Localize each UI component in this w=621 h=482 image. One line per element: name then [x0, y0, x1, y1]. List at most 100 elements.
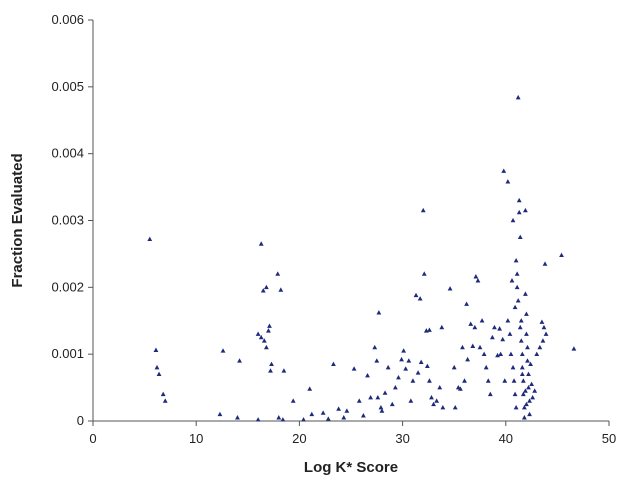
data-point — [505, 179, 511, 184]
data-point — [523, 388, 528, 393]
data-point — [385, 364, 391, 370]
x-tick-label: 50 — [602, 431, 616, 446]
data-point — [389, 401, 395, 407]
y-tick-label: 0 — [77, 413, 84, 428]
data-point — [515, 94, 521, 100]
data-point — [263, 284, 269, 290]
data-point — [275, 271, 281, 276]
data-point — [516, 209, 522, 215]
data-point — [429, 395, 434, 400]
data-point — [543, 331, 549, 336]
data-point — [263, 344, 269, 350]
data-point — [413, 292, 419, 298]
data-point — [382, 390, 388, 395]
data-points — [147, 94, 577, 422]
data-point — [508, 351, 514, 356]
data-point — [379, 408, 385, 413]
data-point — [408, 398, 414, 403]
data-point — [475, 278, 481, 283]
data-point — [487, 391, 493, 397]
data-point — [498, 351, 504, 356]
data-point — [147, 236, 153, 242]
data-point — [501, 168, 507, 173]
data-point — [325, 416, 331, 421]
data-point — [261, 338, 267, 343]
x-tick-label: 40 — [499, 431, 513, 446]
data-point — [376, 310, 382, 315]
data-point — [424, 363, 430, 368]
y-tick-label: 0.006 — [51, 12, 84, 27]
data-point — [571, 346, 577, 351]
data-point — [281, 368, 287, 373]
data-point — [336, 406, 342, 411]
data-point — [527, 411, 532, 417]
data-point — [492, 324, 497, 330]
data-point — [162, 398, 168, 403]
y-axis-ticks: 0 0.001 0.002 0.003 0.004 0.005 0.006 — [51, 12, 93, 428]
data-point — [527, 398, 532, 403]
data-point — [434, 398, 440, 403]
x-tick-label: 10 — [189, 431, 203, 446]
data-point — [483, 364, 489, 370]
data-point — [320, 410, 326, 415]
data-point — [258, 241, 264, 246]
data-point — [541, 324, 547, 330]
data-point — [515, 298, 521, 303]
data-point — [420, 207, 426, 213]
y-axis-title: Fraction Evaluated — [9, 153, 26, 287]
data-point — [154, 364, 160, 370]
data-point — [255, 417, 261, 422]
data-point — [217, 411, 223, 417]
data-point — [392, 384, 398, 390]
data-point — [530, 395, 536, 400]
data-point — [519, 364, 525, 370]
data-point — [468, 321, 474, 326]
data-point — [514, 284, 520, 290]
data-point — [524, 311, 529, 316]
x-tick-label: 0 — [89, 431, 96, 446]
data-point — [440, 405, 446, 410]
data-point — [525, 344, 530, 350]
data-point — [260, 288, 266, 293]
data-point — [464, 301, 469, 306]
y-tick-label: 0.001 — [51, 346, 84, 361]
data-point — [399, 356, 404, 362]
data-point — [417, 296, 423, 301]
data-point — [510, 364, 516, 370]
data-point — [526, 384, 531, 390]
data-point — [539, 319, 545, 324]
data-point — [485, 378, 491, 383]
data-point — [351, 366, 357, 371]
data-point — [511, 378, 517, 383]
data-point — [523, 291, 528, 296]
data-point — [267, 323, 272, 328]
data-point — [516, 197, 522, 203]
data-point — [401, 348, 407, 353]
data-point — [451, 364, 457, 370]
data-point — [365, 372, 370, 378]
data-point — [520, 378, 526, 383]
data-point — [360, 413, 366, 418]
data-point — [220, 348, 226, 353]
data-point — [235, 415, 240, 420]
data-point — [512, 304, 518, 310]
data-point — [500, 336, 506, 342]
data-point — [532, 388, 538, 393]
y-tick-label: 0.005 — [51, 79, 84, 94]
data-point — [331, 361, 336, 366]
data-point — [452, 405, 458, 410]
x-tick-label: 30 — [395, 431, 409, 446]
data-point — [156, 371, 162, 377]
data-point — [514, 271, 520, 276]
data-point — [437, 384, 443, 390]
data-point — [266, 328, 271, 333]
data-point — [517, 324, 523, 330]
data-point — [479, 318, 485, 323]
data-point — [534, 351, 540, 356]
data-point — [301, 417, 306, 422]
data-point — [280, 417, 286, 422]
data-point — [290, 398, 296, 403]
data-point — [509, 278, 515, 283]
data-point — [258, 334, 264, 340]
y-tick-label: 0.002 — [51, 279, 84, 294]
